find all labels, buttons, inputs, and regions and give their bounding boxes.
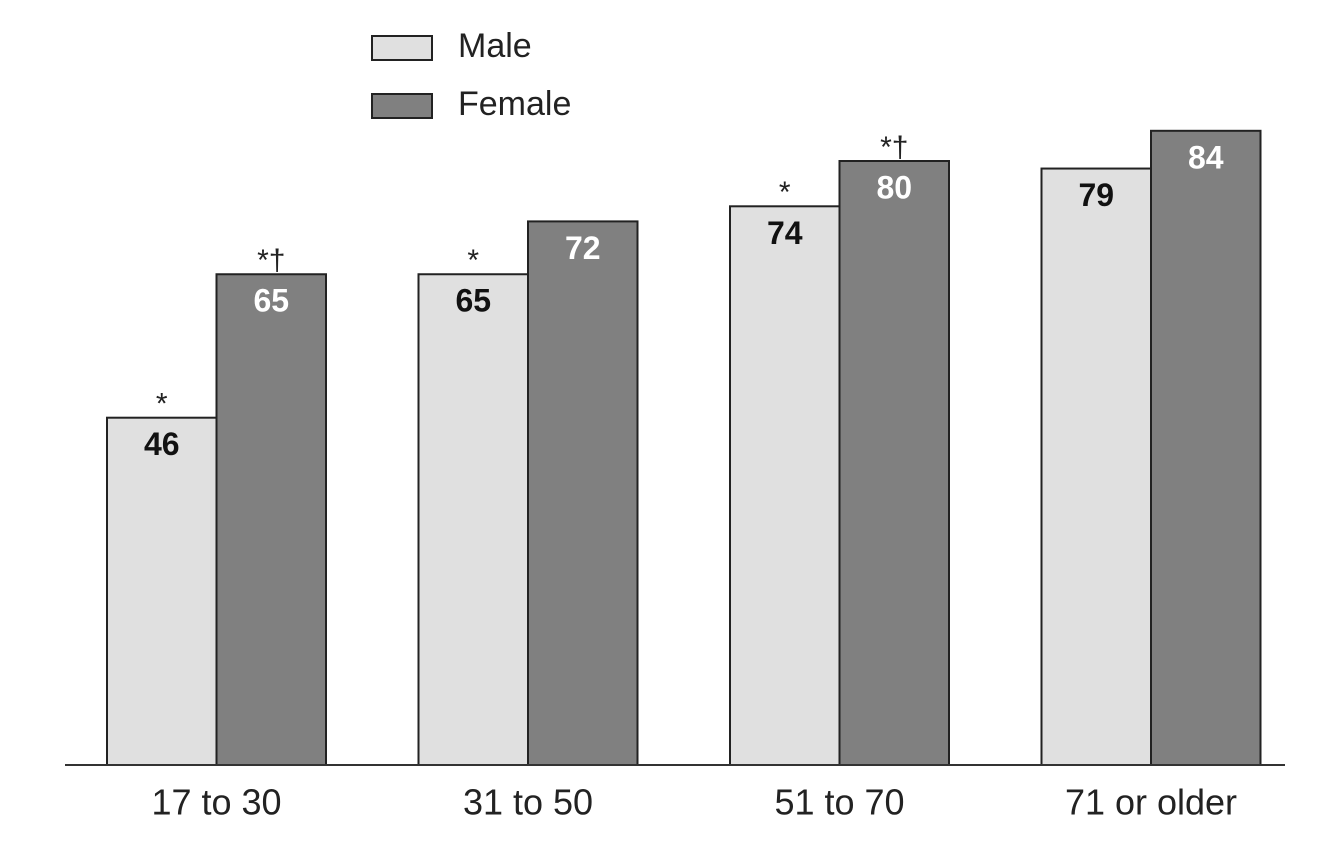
x-tick-label: 71 or older	[1065, 782, 1237, 823]
x-tick-label: 17 to 30	[151, 782, 281, 823]
annotation: *	[467, 244, 479, 277]
bar	[729, 205, 841, 767]
legend-label: Male	[458, 27, 532, 65]
value-label: 74	[767, 215, 803, 251]
value-label: 84	[1188, 139, 1224, 175]
value-label: 79	[1078, 177, 1114, 213]
x-tick-label: 51 to 70	[774, 782, 904, 823]
bar	[1040, 167, 1152, 767]
legend-label: Female	[458, 85, 571, 123]
legend-swatch	[371, 35, 433, 61]
legend-swatch	[371, 93, 433, 119]
bar	[838, 160, 950, 766]
annotation: *	[156, 388, 168, 421]
bar	[527, 220, 639, 766]
bar	[106, 416, 218, 766]
bar	[1150, 129, 1262, 767]
annotation: *†	[257, 244, 285, 277]
value-label: 72	[565, 230, 601, 266]
value-label: 65	[455, 283, 491, 319]
value-label: 80	[876, 169, 912, 205]
bar	[417, 273, 529, 766]
value-label: 65	[253, 283, 289, 319]
x-tick-label: 31 to 50	[463, 782, 593, 823]
annotation: *	[779, 176, 791, 209]
value-label: 46	[144, 426, 180, 462]
annotation: *†	[880, 131, 908, 164]
bar	[215, 273, 327, 766]
